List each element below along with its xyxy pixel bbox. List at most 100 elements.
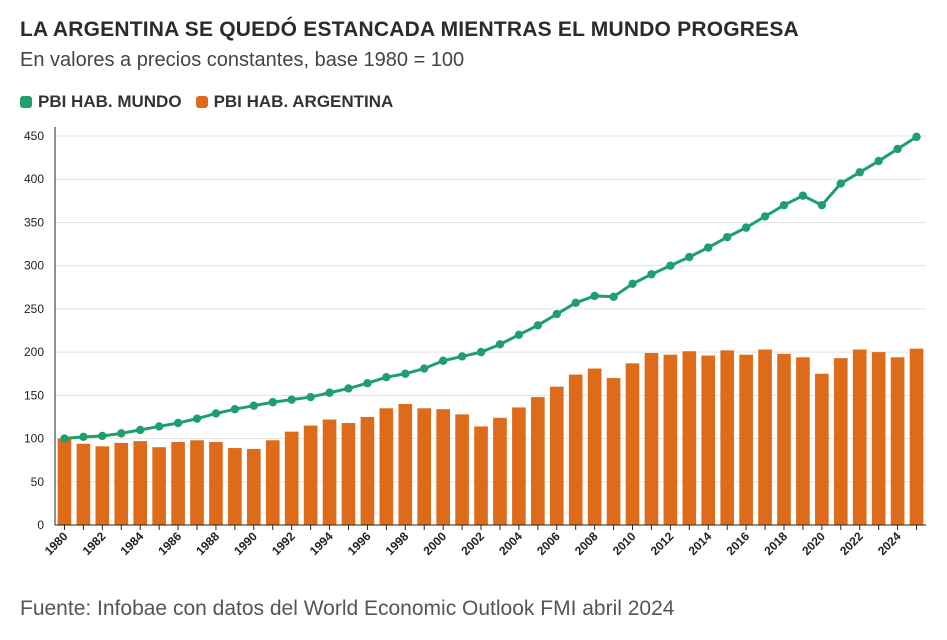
bar-argentina-1995 xyxy=(341,422,356,525)
point-world-1981 xyxy=(79,432,88,442)
bar-argentina-1990 xyxy=(246,448,261,525)
bar-argentina-1980 xyxy=(57,438,72,525)
point-world-2025 xyxy=(912,132,921,142)
point-world-2007 xyxy=(571,298,580,308)
x-tick-label-2000: 2000 xyxy=(421,529,450,558)
point-world-2020 xyxy=(817,200,827,210)
bar-argentina-1998 xyxy=(398,403,413,525)
bar-argentina-2008 xyxy=(587,368,602,525)
y-tick-label-300: 300 xyxy=(24,259,44,273)
legend-label-world: PBI HAB. MUNDO xyxy=(38,92,182,111)
bar-argentina-1994 xyxy=(322,419,337,525)
bar-argentina-1983 xyxy=(114,442,129,525)
point-world-2018 xyxy=(779,200,789,210)
point-world-2015 xyxy=(722,232,732,242)
bar-argentina-1982 xyxy=(95,446,110,525)
x-tick-label-1980: 1980 xyxy=(42,529,71,558)
bar-argentina-1996 xyxy=(360,416,375,525)
bar-argentina-2015 xyxy=(720,350,735,525)
point-world-2009 xyxy=(609,292,618,301)
point-world-1991 xyxy=(268,398,277,407)
bar-argentina-1991 xyxy=(265,440,280,525)
point-world-2004 xyxy=(514,330,524,340)
bar-argentina-1988 xyxy=(209,442,223,525)
bar-argentina-2006 xyxy=(549,386,564,525)
point-world-1987 xyxy=(192,414,202,423)
world-points xyxy=(60,132,921,443)
point-world-1986 xyxy=(173,418,183,428)
point-world-1989 xyxy=(230,404,240,414)
x-tick-labels: 1980 1982 1984 1986 1988 1990 1992 1994 1996 1998… xyxy=(42,529,904,558)
point-world-1994 xyxy=(325,388,334,397)
y-tick-label-50: 50 xyxy=(31,475,45,489)
bar-argentina-2002 xyxy=(474,426,488,525)
bar-argentina-2020 xyxy=(815,373,829,525)
point-world-1983 xyxy=(117,429,126,438)
bar-argentina-2009 xyxy=(606,378,621,525)
point-world-1995 xyxy=(344,384,353,393)
x-tick-label-2012: 2012 xyxy=(648,529,677,558)
bar-argentina-2014 xyxy=(701,355,716,525)
bar-argentina-2013 xyxy=(682,351,697,525)
point-world-1984 xyxy=(136,425,145,435)
point-world-2006 xyxy=(552,309,561,319)
point-world-2016 xyxy=(741,223,751,232)
chart-subtitle: En valores a precios constantes, base 19… xyxy=(20,49,465,71)
x-tick-label-2008: 2008 xyxy=(572,529,601,558)
point-world-2000 xyxy=(438,356,448,365)
x-tick-label-1986: 1986 xyxy=(155,529,184,558)
world-line xyxy=(64,135,918,441)
bar-argentina-1997 xyxy=(379,408,394,525)
point-world-2022 xyxy=(855,168,864,177)
point-world-2023 xyxy=(874,156,883,166)
point-world-2001 xyxy=(457,352,467,361)
point-world-1990 xyxy=(249,401,259,410)
point-world-1998 xyxy=(401,369,410,378)
point-world-1982 xyxy=(98,431,107,441)
bar-argentina-1992 xyxy=(284,431,299,525)
point-world-2013 xyxy=(685,252,694,262)
bar-argentina-2007 xyxy=(568,374,583,525)
y-tick-label-200: 200 xyxy=(24,345,44,359)
point-world-2003 xyxy=(495,340,505,349)
y-tick-label-350: 350 xyxy=(24,215,44,229)
grid-lines xyxy=(55,135,926,483)
x-tick-label-2014: 2014 xyxy=(686,529,715,558)
point-world-1992 xyxy=(287,395,296,404)
bar-argentina-1984 xyxy=(133,441,148,525)
point-world-2014 xyxy=(704,243,713,252)
bar-argentina-1987 xyxy=(190,440,204,525)
point-world-2002 xyxy=(476,347,486,357)
bar-argentina-2024 xyxy=(890,357,905,525)
legend-swatch-world xyxy=(20,96,32,108)
bar-argentina-2010 xyxy=(625,363,640,525)
y-tick-label-0: 0 xyxy=(37,518,44,532)
point-world-2012 xyxy=(666,261,675,270)
point-world-1999 xyxy=(420,364,429,373)
x-tick-label-2004: 2004 xyxy=(496,529,525,558)
point-world-1997 xyxy=(382,372,391,382)
point-world-1988 xyxy=(211,409,221,418)
x-tick-label-2022: 2022 xyxy=(837,529,866,558)
bar-argentina-1981 xyxy=(76,443,91,525)
x-tick-label-1984: 1984 xyxy=(118,529,147,558)
bar-argentina-2005 xyxy=(531,397,545,525)
point-world-1996 xyxy=(363,379,372,388)
y-tick-label-400: 400 xyxy=(24,172,44,186)
x-tick-label-1982: 1982 xyxy=(80,529,109,558)
y-tick-label-450: 450 xyxy=(24,129,44,143)
argentina-bars xyxy=(57,348,924,525)
legend-item-world: PBI HAB. MUNDO xyxy=(20,92,182,112)
x-tick-label-2002: 2002 xyxy=(458,529,487,558)
x-tick-label-1988: 1988 xyxy=(193,529,222,558)
x-tick-label-2020: 2020 xyxy=(799,529,828,558)
bar-argentina-2019 xyxy=(796,357,810,525)
bar-argentina-2003 xyxy=(493,417,507,525)
bar-argentina-1989 xyxy=(228,448,242,525)
bar-argentina-2023 xyxy=(871,352,886,525)
bar-argentina-1985 xyxy=(152,447,166,525)
x-tick-label-1992: 1992 xyxy=(269,529,298,558)
bar-argentina-2017 xyxy=(758,349,772,525)
bar-argentina-1986 xyxy=(171,442,185,525)
